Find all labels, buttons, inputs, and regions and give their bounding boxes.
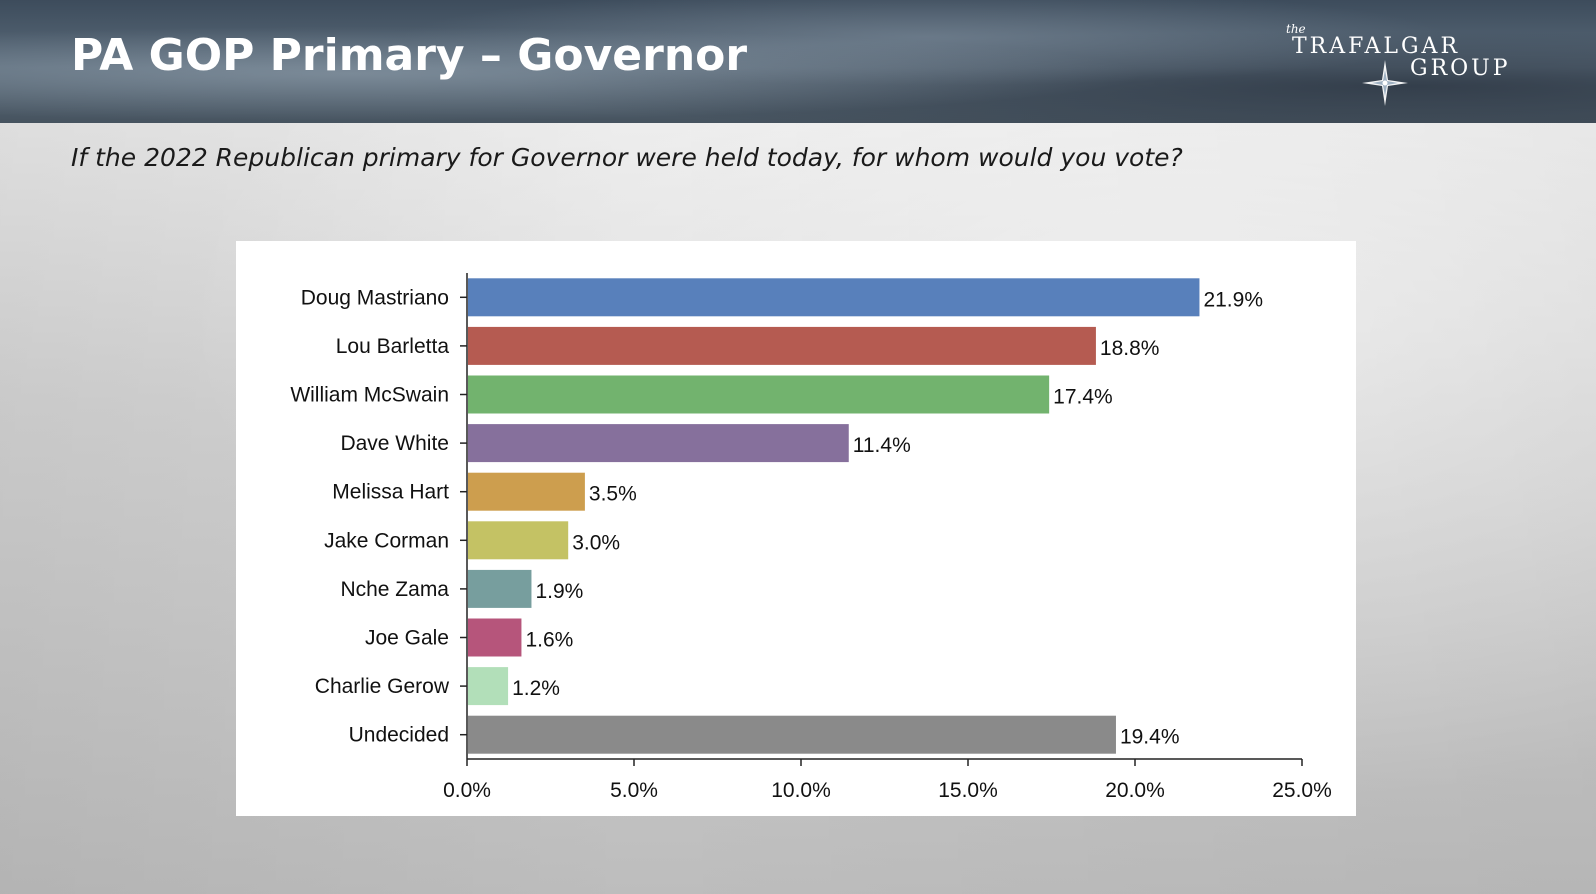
x-tick-label-1: 5.0%: [610, 779, 658, 802]
x-tick-label-3: 15.0%: [938, 779, 998, 802]
bar-nche-zama: [468, 569, 532, 608]
category-label-lou-barletta: Lou Barletta: [336, 335, 450, 358]
bar-chart: Doug Mastriano 21.9% Lou Barletta 18.8% Will…: [290, 273, 1332, 802]
chart-panel: Doug Mastriano 21.9% Lou Barletta 18.8% Will…: [236, 241, 1356, 816]
category-label-william-mcswain: William McSwain: [290, 384, 449, 407]
bar-william-mcswain: [468, 375, 1050, 414]
category-label-doug-mastriano: Doug Mastriano: [301, 286, 449, 309]
data-label-undecided: 19.4%: [1120, 726, 1180, 749]
data-label-lou-barletta: 18.8%: [1100, 337, 1160, 360]
data-label-charlie-gerow: 1.2%: [512, 677, 560, 700]
x-tick-label-2: 10.0%: [771, 779, 831, 802]
data-label-jake-corman: 3.0%: [572, 531, 620, 554]
category-label-charlie-gerow: Charlie Gerow: [315, 675, 450, 698]
bar-charlie-gerow: [468, 667, 509, 706]
bar-doug-mastriano: [468, 278, 1200, 317]
x-tick-label-4: 20.0%: [1105, 779, 1165, 802]
data-label-melissa-hart: 3.5%: [589, 483, 637, 506]
x-tick-label-0: 0.0%: [443, 779, 491, 802]
compass-star-icon: [1362, 60, 1408, 106]
logo-word-group: GROUP: [1410, 56, 1511, 81]
logo-word-trafalgar: TRAFALGAR: [1292, 34, 1461, 59]
category-label-melissa-hart: Melissa Hart: [332, 481, 449, 504]
survey-question: If the 2022 Republican primary for Gover…: [71, 143, 1183, 172]
header-banner: PA GOP Primary – Governor the TRAFALGAR …: [0, 0, 1596, 123]
data-label-joe-gale: 1.6%: [525, 629, 573, 652]
bar-dave-white: [468, 424, 849, 463]
bar-melissa-hart: [468, 472, 585, 511]
category-label-undecided: Undecided: [349, 724, 449, 747]
category-label-jake-corman: Jake Corman: [324, 529, 449, 552]
bar-undecided: [468, 715, 1116, 754]
x-tick-label-5: 25.0%: [1272, 779, 1332, 802]
bar-jake-corman: [468, 521, 569, 560]
data-label-nche-zama: 1.9%: [535, 580, 583, 603]
logo-the: the: [1286, 22, 1306, 36]
category-label-joe-gale: Joe Gale: [365, 627, 449, 650]
data-label-dave-white: 11.4%: [853, 434, 911, 457]
data-label-william-mcswain: 17.4%: [1053, 386, 1113, 409]
bar-lou-barletta: [468, 326, 1096, 365]
bar-joe-gale: [468, 618, 522, 657]
data-label-doug-mastriano: 21.9%: [1203, 288, 1263, 311]
category-label-dave-white: Dave White: [340, 432, 449, 455]
trafalgar-logo: the TRAFALGAR GROUP: [1286, 18, 1528, 108]
page-title: PA GOP Primary – Governor: [71, 30, 748, 81]
category-label-nche-zama: Nche Zama: [340, 578, 449, 601]
